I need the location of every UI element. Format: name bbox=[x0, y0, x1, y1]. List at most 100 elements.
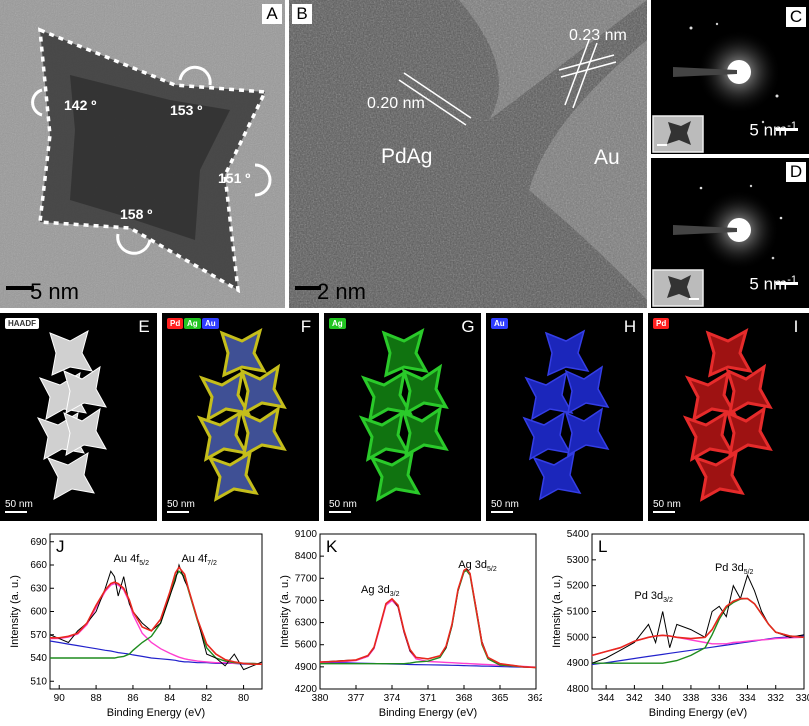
peak-annotation: Ag 3d5/2 bbox=[458, 559, 497, 573]
series-fit bbox=[591, 597, 805, 657]
panel-label-g: G bbox=[461, 317, 475, 336]
x-tick-label: 368 bbox=[456, 693, 473, 704]
au-tag: Au bbox=[202, 318, 219, 329]
panel-g-ag-map: Ag G 50 nm bbox=[324, 313, 481, 521]
y-axis-label: Intensity (a. u.) bbox=[279, 575, 291, 648]
x-tick-label: 330 bbox=[796, 693, 809, 704]
au-map-tag: Au bbox=[491, 318, 508, 329]
y-tick-label: 600 bbox=[30, 607, 47, 618]
panel-a-tem-image: 142 º 153 º 151 º 158 º 5 nm A bbox=[0, 0, 285, 308]
y-tick-label: 4900 bbox=[295, 662, 318, 673]
peak-annotation: Pd 3d5/2 bbox=[715, 562, 754, 576]
x-tick-label: 80 bbox=[238, 693, 250, 704]
panel-label-k: K bbox=[326, 537, 338, 556]
y-tick-label: 5400 bbox=[567, 529, 590, 540]
panel-label-d: D bbox=[786, 162, 806, 182]
pd-tag: Pd bbox=[167, 318, 184, 329]
peak-annotation: Au 4f7/2 bbox=[181, 553, 217, 567]
panel-f-eds-overlay: Pd Ag Au F 50 nm bbox=[162, 313, 319, 521]
x-tick-label: 365 bbox=[492, 693, 509, 704]
y-tick-label: 5600 bbox=[295, 640, 318, 651]
series-peak2 bbox=[320, 569, 537, 669]
panel-d-saed-pattern: D 5 nm-1 bbox=[651, 158, 809, 308]
series-peak2 bbox=[50, 570, 263, 665]
angle-151: 151 º bbox=[218, 170, 250, 186]
xps-chart-pd: 344 342 340 338 336 334 332 330 4800 4900 5000 5100… bbox=[551, 529, 809, 719]
y-tick-label: 540 bbox=[30, 653, 47, 664]
x-tick-label: 344 bbox=[598, 693, 615, 704]
panel-label-c: C bbox=[786, 7, 806, 27]
x-tick-label: 334 bbox=[739, 693, 756, 704]
panel-i-drawing bbox=[653, 327, 773, 513]
scale-bar-a bbox=[6, 286, 34, 290]
x-tick-label: 371 bbox=[420, 693, 437, 704]
series-fit bbox=[319, 567, 537, 669]
y-tick-label: 5300 bbox=[567, 555, 590, 566]
y-tick-label: 5000 bbox=[567, 632, 590, 643]
angle-142: 142 º bbox=[64, 97, 96, 113]
panel-label-a: A bbox=[262, 4, 282, 24]
plot-frame bbox=[591, 533, 805, 690]
x-tick-label: 332 bbox=[767, 693, 784, 704]
panel-label-l: L bbox=[598, 537, 607, 556]
peak-annotation: Ag 3d3/2 bbox=[361, 584, 400, 598]
y-tick-label: 5100 bbox=[567, 607, 590, 618]
plot-frame bbox=[49, 533, 263, 690]
peak-annotation: Au 4f5/2 bbox=[114, 553, 150, 567]
x-tick-label: 88 bbox=[91, 693, 103, 704]
xps-chart-ag: 380 377 374 371 368 365 362 4200 4900 5600 6300 700… bbox=[279, 529, 545, 719]
series-peak2 bbox=[592, 597, 805, 664]
peak-annotation: Pd 3d3/2 bbox=[634, 590, 673, 604]
panel-a-drawing: 142 º 153 º 151 º 158 º 5 nm bbox=[0, 0, 285, 308]
y-tick-label: 6300 bbox=[295, 618, 318, 629]
scale-label-a: 5 nm bbox=[30, 279, 79, 304]
y-axis-label: Intensity (a. u.) bbox=[551, 575, 563, 648]
lattice-spacing-pdag: 0.20 nm bbox=[367, 95, 425, 112]
panel-h-au-map: Au H 50 nm bbox=[486, 313, 643, 521]
panel-e-drawing bbox=[5, 329, 107, 513]
x-axis-label: Binding Energy (eV) bbox=[649, 707, 747, 719]
panel-d-drawing bbox=[652, 184, 798, 307]
panel-f-drawing bbox=[167, 327, 287, 513]
panel-c-saed-pattern: C 5 nm-1 bbox=[651, 0, 809, 154]
x-tick-label: 380 bbox=[312, 693, 329, 704]
panel-label-h: H bbox=[623, 317, 637, 336]
x-tick-label: 340 bbox=[654, 693, 671, 704]
scale-label-i: 50 nm bbox=[653, 499, 681, 510]
y-tick-label: 510 bbox=[30, 676, 47, 687]
x-tick-label: 362 bbox=[528, 693, 542, 704]
y-tick-label: 660 bbox=[30, 560, 47, 571]
y-tick-label: 7000 bbox=[295, 595, 318, 606]
panel-e-haadf: HAADF E 50 nm bbox=[0, 313, 157, 521]
scale-label-f: 50 nm bbox=[167, 499, 195, 510]
panel-b-drawing: 0.20 nm 0.23 nm PdAg Au 2 nm bbox=[289, 0, 647, 308]
angle-153: 153 º bbox=[170, 102, 202, 118]
x-tick-label: 336 bbox=[711, 693, 728, 704]
series-raw bbox=[591, 573, 805, 664]
pd-map-tag: Pd bbox=[653, 318, 670, 329]
panel-h-drawing bbox=[491, 329, 610, 513]
phase-label-au: Au bbox=[594, 146, 620, 169]
ag-map-tag: Ag bbox=[329, 318, 346, 329]
scale-bar-b bbox=[295, 286, 321, 290]
scale-label-b: 2 nm bbox=[317, 279, 366, 304]
y-tick-label: 4900 bbox=[567, 658, 590, 669]
y-tick-label: 5200 bbox=[567, 581, 590, 592]
panel-b-hrtem-image: 0.20 nm 0.23 nm PdAg Au 2 nm B bbox=[289, 0, 647, 308]
lattice-spacing-au: 0.23 nm bbox=[569, 27, 627, 44]
x-tick-label: 374 bbox=[384, 693, 401, 704]
panel-label-b: B bbox=[292, 4, 312, 24]
x-axis-label: Binding Energy (eV) bbox=[107, 707, 205, 719]
phase-label-pdag: PdAg bbox=[381, 145, 432, 168]
scale-label-d: 5 nm-1 bbox=[749, 274, 797, 294]
ag-tag: Ag bbox=[184, 318, 201, 329]
haadf-tag: HAADF bbox=[5, 318, 39, 329]
x-tick-label: 342 bbox=[626, 693, 643, 704]
y-tick-label: 4800 bbox=[567, 684, 590, 695]
series-raw bbox=[319, 568, 537, 668]
series-peak1 bbox=[319, 599, 537, 668]
y-axis-label: Intensity (a. u.) bbox=[9, 575, 21, 648]
series-background bbox=[591, 635, 805, 666]
panel-g-drawing bbox=[329, 327, 449, 513]
x-tick-label: 84 bbox=[164, 693, 176, 704]
